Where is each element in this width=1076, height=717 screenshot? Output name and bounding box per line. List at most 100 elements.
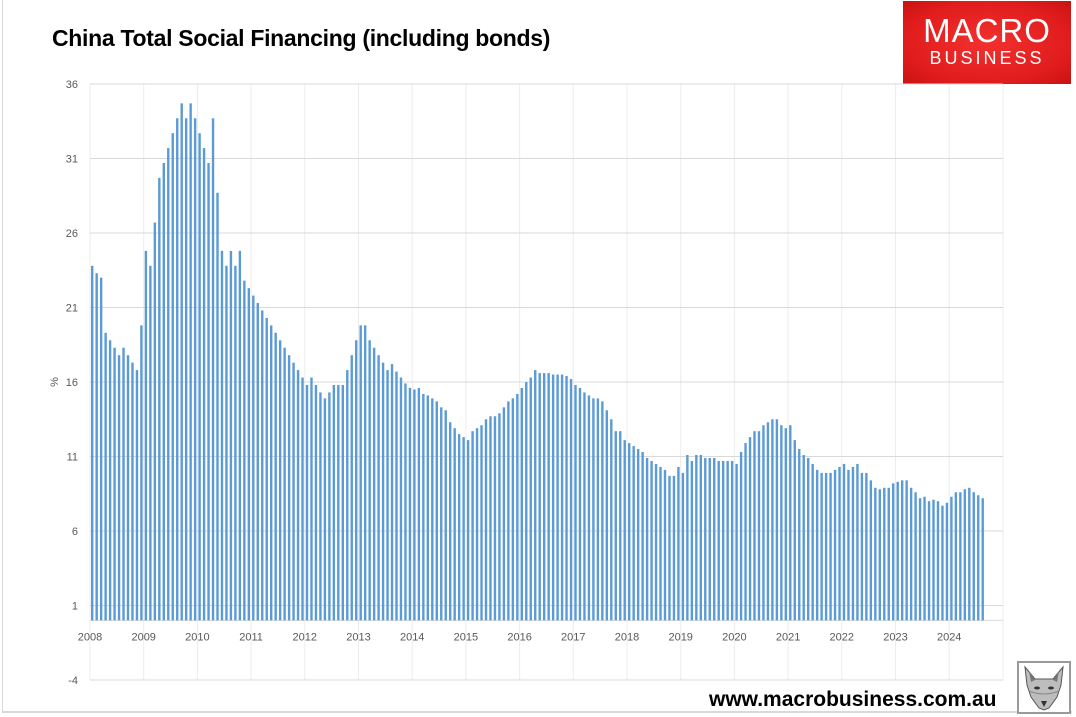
bar (932, 499, 935, 621)
bar (417, 387, 421, 621)
bars (91, 103, 984, 621)
bar (274, 332, 277, 621)
logo-line-2: BUSINESS (929, 48, 1045, 68)
bar (601, 401, 604, 621)
y-tick-label: 21 (66, 303, 78, 315)
bar (869, 480, 873, 621)
bar (905, 480, 908, 621)
bar (802, 455, 805, 621)
macrobusiness-logo: MACRO BUSINESS (903, 1, 1071, 84)
bar (238, 250, 242, 621)
bar (900, 480, 904, 621)
bar (162, 162, 165, 621)
bar (865, 472, 868, 621)
bar (887, 487, 890, 621)
bar (587, 395, 591, 621)
fox-logo-icon (1017, 661, 1071, 714)
bar (225, 265, 228, 621)
bar (721, 460, 725, 621)
bar (847, 469, 850, 621)
bar (386, 370, 389, 621)
bar (207, 162, 210, 621)
bar (726, 460, 729, 621)
bar (256, 303, 259, 621)
bar (860, 472, 864, 621)
bar (399, 377, 403, 621)
bar (368, 340, 371, 621)
bar (292, 362, 295, 621)
bar (323, 398, 327, 621)
bar (972, 492, 975, 621)
bar (453, 428, 456, 621)
bar (977, 495, 980, 621)
chart-title: China Total Social Financing (including … (52, 25, 551, 51)
bar (211, 118, 215, 621)
bar (748, 437, 752, 621)
bar (914, 492, 917, 621)
bar (713, 457, 716, 621)
x-tick-label: 2019 (668, 631, 692, 643)
bar (229, 250, 233, 621)
x-tick-label: 2015 (454, 631, 478, 643)
bar (193, 118, 197, 621)
bar (525, 382, 528, 621)
bar (435, 401, 438, 621)
x-tick-label: 2009 (131, 631, 155, 643)
bar (954, 492, 958, 621)
bar (636, 449, 640, 621)
bar (126, 355, 130, 621)
bar (140, 325, 143, 621)
bar (117, 355, 121, 621)
bar (489, 416, 492, 621)
bar (878, 489, 881, 621)
bar (775, 419, 779, 621)
bar (381, 362, 385, 621)
bar (171, 133, 174, 621)
bar (569, 379, 573, 621)
bar (771, 419, 774, 621)
bar (815, 469, 819, 621)
bar (883, 487, 886, 621)
bar (744, 443, 747, 621)
bar (547, 373, 550, 621)
bar (798, 449, 801, 621)
bar (337, 384, 340, 621)
bar (202, 148, 206, 621)
bar (113, 347, 116, 621)
bar (305, 384, 309, 621)
bar (158, 177, 161, 621)
bar (623, 440, 626, 621)
bar (968, 487, 971, 621)
bar (945, 502, 949, 621)
x-tick-label: 2023 (883, 631, 907, 643)
x-tick-label: 2020 (722, 631, 746, 643)
bar (108, 340, 112, 621)
bar (180, 103, 183, 621)
bar (766, 422, 770, 621)
bar (650, 460, 653, 621)
bar (319, 392, 322, 621)
bar (690, 460, 694, 621)
bar (252, 295, 255, 621)
y-tick-label: 11 (67, 452, 78, 464)
bar (677, 466, 680, 621)
bar (283, 347, 286, 621)
bar (408, 387, 412, 621)
bar (936, 501, 940, 621)
y-axis-label: % (49, 377, 61, 387)
bar (529, 377, 532, 621)
bar (502, 407, 506, 621)
bar (824, 472, 828, 621)
bar (449, 422, 452, 621)
bar (355, 340, 358, 621)
bar (780, 425, 783, 621)
bar (717, 460, 720, 621)
bar (807, 457, 810, 621)
bar (167, 148, 170, 621)
x-tick-label: 2008 (78, 631, 102, 643)
bar (923, 496, 926, 621)
bar (762, 425, 765, 621)
bar (811, 463, 814, 621)
